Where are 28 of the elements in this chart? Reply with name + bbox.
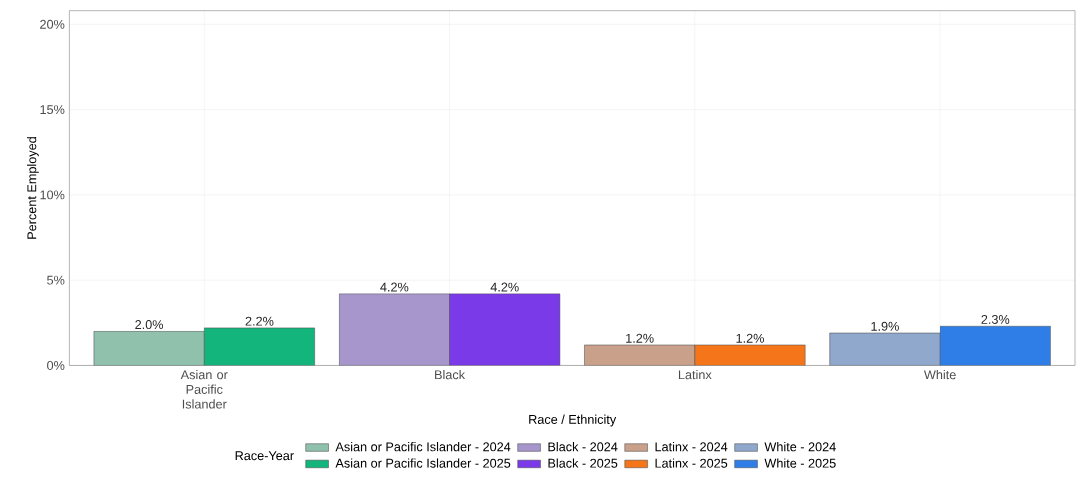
x-tick-label: Latinx <box>678 369 712 380</box>
data-label: 1.2% <box>626 333 654 343</box>
x-axis-title: Race / Ethnicity <box>529 414 617 427</box>
x-tick-label: Black <box>435 369 466 380</box>
y-tick-label: 15% <box>40 105 65 114</box>
data-label: 2.0% <box>135 320 164 329</box>
data-label: 2.2% <box>245 316 274 326</box>
y-tick-label: 10% <box>40 190 65 200</box>
legend-label: Black - 2024 <box>548 441 618 452</box>
legend-label: White - 2024 <box>764 441 836 452</box>
legend-label: Latinx - 2024 <box>655 441 728 452</box>
y-tick-label: 0% <box>47 360 65 370</box>
data-label: 4.2% <box>380 282 409 292</box>
legend-label: White - 2025 <box>764 458 836 468</box>
legend-label: Asian or Pacific Islander - 2025 <box>335 458 511 468</box>
data-label: 1.9% <box>871 321 899 331</box>
x-tick-label: White <box>923 369 956 380</box>
data-label: 1.2% <box>736 333 764 343</box>
legend-label: Asian or Pacific Islander - 2024 <box>335 441 511 452</box>
data-label: 4.2% <box>490 282 519 292</box>
legend-title: Race-Year <box>235 451 294 461</box>
x-tick-label: Asian or Pacific Islander <box>180 369 228 409</box>
y-axis-title: Percent Employed <box>26 137 39 239</box>
data-label: 2.3% <box>981 314 1010 324</box>
legend-label: Black - 2025 <box>548 458 618 468</box>
y-tick-label: 20% <box>40 19 65 29</box>
legend-label: Latinx - 2025 <box>655 458 728 468</box>
y-tick-label: 5% <box>47 275 65 285</box>
